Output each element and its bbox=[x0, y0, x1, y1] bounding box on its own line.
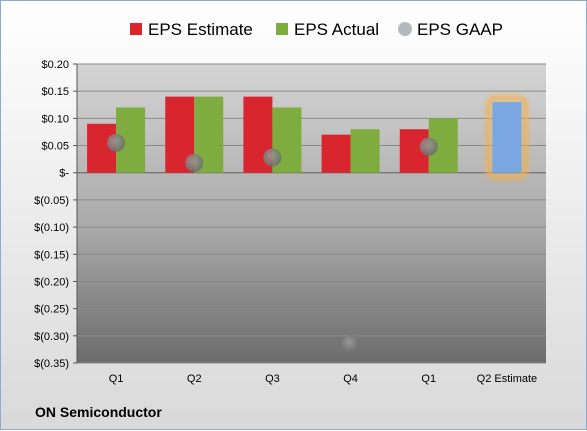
eps-gaap-dot bbox=[263, 148, 282, 167]
y-tick-label: $(0.30) bbox=[34, 331, 69, 343]
legend-swatch bbox=[130, 23, 142, 35]
y-tick-label: $(0.05) bbox=[34, 195, 69, 207]
x-tick-label: Q1 bbox=[109, 373, 124, 385]
x-tick-label: Q2 Estimate bbox=[477, 373, 538, 385]
legend-label: EPS Estimate bbox=[148, 20, 253, 39]
eps-gaap-dot bbox=[185, 153, 204, 172]
y-tick-label: $(0.10) bbox=[34, 222, 69, 234]
legend-label: EPS Actual bbox=[294, 20, 379, 39]
eps-actual-bar bbox=[350, 129, 380, 173]
gridlines bbox=[73, 63, 546, 364]
x-tick-label: Q4 bbox=[343, 373, 358, 385]
legend-label: EPS GAAP bbox=[417, 20, 503, 39]
y-axis-ticks: $0.20 $0.15 $0.10 $0.05 $- $(0.05) $(0.10) $(0.… bbox=[34, 59, 69, 370]
x-tick-label: Q3 bbox=[265, 373, 280, 385]
estimate-highlight-glow bbox=[485, 95, 528, 180]
company-name: ON Semiconductor bbox=[35, 404, 162, 420]
q2-estimate-bar bbox=[492, 102, 522, 173]
y-tick-label: $0.10 bbox=[41, 113, 69, 125]
y-tick-label: $0.05 bbox=[41, 141, 69, 153]
eps-gaap-dot bbox=[419, 137, 438, 156]
eps-estimate-bar bbox=[321, 134, 351, 173]
y-tick-label: $- bbox=[59, 168, 69, 180]
y-tick-label: $(0.25) bbox=[34, 304, 69, 316]
y-tick-label: $0.20 bbox=[41, 59, 69, 71]
y-tick-label: $(0.35) bbox=[34, 358, 69, 370]
x-tick-label: Q1 bbox=[421, 373, 436, 385]
y-tick-label: $0.15 bbox=[41, 86, 69, 98]
eps-gaap-dot bbox=[341, 334, 360, 353]
legend-swatch-dot bbox=[398, 22, 412, 36]
legend-swatch bbox=[276, 23, 288, 35]
x-tick-label: Q2 bbox=[187, 373, 202, 385]
gaap-dots bbox=[107, 133, 438, 353]
x-axis-ticks: Q1 Q2 Q3 Q4 Q1 Q2 Estimate bbox=[109, 373, 537, 385]
y-tick-label: $(0.20) bbox=[34, 276, 69, 288]
legend: EPS Estimate EPS Actual EPS GAAP bbox=[130, 20, 503, 39]
y-tick-label: $(0.15) bbox=[34, 249, 69, 261]
plot-area bbox=[77, 64, 546, 363]
eps-gaap-dot bbox=[107, 133, 126, 152]
